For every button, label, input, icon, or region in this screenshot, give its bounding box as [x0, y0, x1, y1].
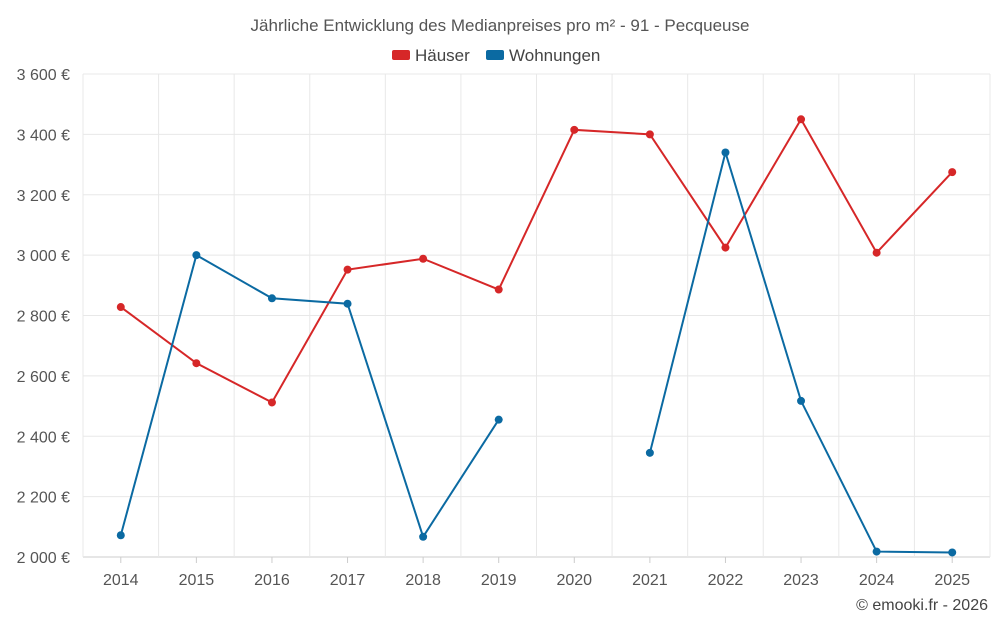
- y-tick-label: 3 000 €: [17, 248, 70, 265]
- x-tick-label: 2025: [934, 572, 970, 589]
- data-point-wohnungen[interactable]: [343, 299, 352, 308]
- data-point-wohnungen[interactable]: [494, 415, 503, 424]
- chart-title: Jährliche Entwicklung des Medianpreises …: [251, 16, 750, 35]
- legend-item-wohnungen[interactable]: Wohnungen: [486, 46, 600, 65]
- data-point-haeuser[interactable]: [419, 254, 428, 263]
- y-tick-label: 2 600 €: [17, 369, 70, 386]
- legend-item-haeuser[interactable]: Häuser: [392, 46, 470, 65]
- x-tick-label: 2016: [254, 572, 290, 589]
- x-tick-label: 2015: [179, 572, 215, 589]
- x-tick-label: 2020: [556, 572, 592, 589]
- data-point-haeuser[interactable]: [721, 243, 730, 252]
- y-tick-label: 3 200 €: [17, 188, 70, 205]
- x-axis: 2014 2015 2016 2017 2018 2019 2020 2021 2022 2023…: [103, 572, 970, 589]
- data-point-wohnungen[interactable]: [267, 294, 276, 303]
- data-point-wohnungen[interactable]: [797, 396, 806, 405]
- series-line-wohnungen: [648, 148, 953, 554]
- x-tick-label: 2019: [481, 572, 517, 589]
- data-point-wohnungen[interactable]: [116, 531, 125, 540]
- x-tick-label: 2017: [330, 572, 366, 589]
- x-tick-label: 2024: [859, 572, 895, 589]
- credit: © emooki.fr - 2026: [856, 597, 988, 614]
- y-tick-label: 2 400 €: [17, 429, 70, 446]
- legend-label: Wohnungen: [509, 46, 600, 65]
- data-point-haeuser[interactable]: [872, 248, 881, 257]
- data-point-haeuser[interactable]: [948, 168, 957, 177]
- series-wohnungen: [116, 148, 957, 557]
- series-haeuser: [116, 115, 957, 407]
- legend-swatch: [486, 50, 504, 60]
- y-tick-label: 2 800 €: [17, 309, 70, 326]
- y-tick-label: 3 600 €: [17, 67, 70, 84]
- data-point-haeuser[interactable]: [494, 285, 503, 294]
- legend-label: Häuser: [415, 46, 470, 65]
- x-tick-label: 2023: [783, 572, 819, 589]
- series-group: [116, 115, 957, 557]
- series-line-wohnungen: [119, 253, 500, 540]
- data-point-haeuser[interactable]: [343, 265, 352, 274]
- x-tick-label: 2021: [632, 572, 668, 589]
- x-tick-label: 2014: [103, 572, 139, 589]
- series-line-haeuser: [120, 117, 953, 404]
- data-point-wohnungen[interactable]: [419, 532, 428, 541]
- data-point-haeuser[interactable]: [645, 130, 654, 139]
- grid: [82, 73, 991, 563]
- y-tick-label: 2 200 €: [17, 490, 70, 507]
- y-tick-label: 3 400 €: [17, 127, 70, 144]
- legend[interactable]: Häuser Wohnungen: [392, 46, 600, 65]
- data-point-haeuser[interactable]: [797, 115, 806, 124]
- x-tick-label: 2022: [708, 572, 744, 589]
- data-point-wohnungen[interactable]: [948, 548, 957, 557]
- data-point-haeuser[interactable]: [116, 303, 125, 312]
- data-point-haeuser[interactable]: [192, 359, 201, 368]
- data-point-wohnungen[interactable]: [721, 148, 730, 157]
- y-tick-label: 2 000 €: [17, 550, 70, 567]
- y-axis: 2 000 € 2 200 € 2 400 € 2 600 € 2 800 € 3 000…: [17, 67, 70, 567]
- data-point-haeuser[interactable]: [570, 125, 579, 134]
- x-tick-label: 2018: [405, 572, 441, 589]
- data-point-haeuser[interactable]: [267, 398, 276, 407]
- data-point-wohnungen[interactable]: [872, 547, 881, 556]
- legend-swatch: [392, 50, 410, 60]
- data-point-wohnungen[interactable]: [192, 251, 201, 260]
- data-point-wohnungen[interactable]: [645, 448, 654, 457]
